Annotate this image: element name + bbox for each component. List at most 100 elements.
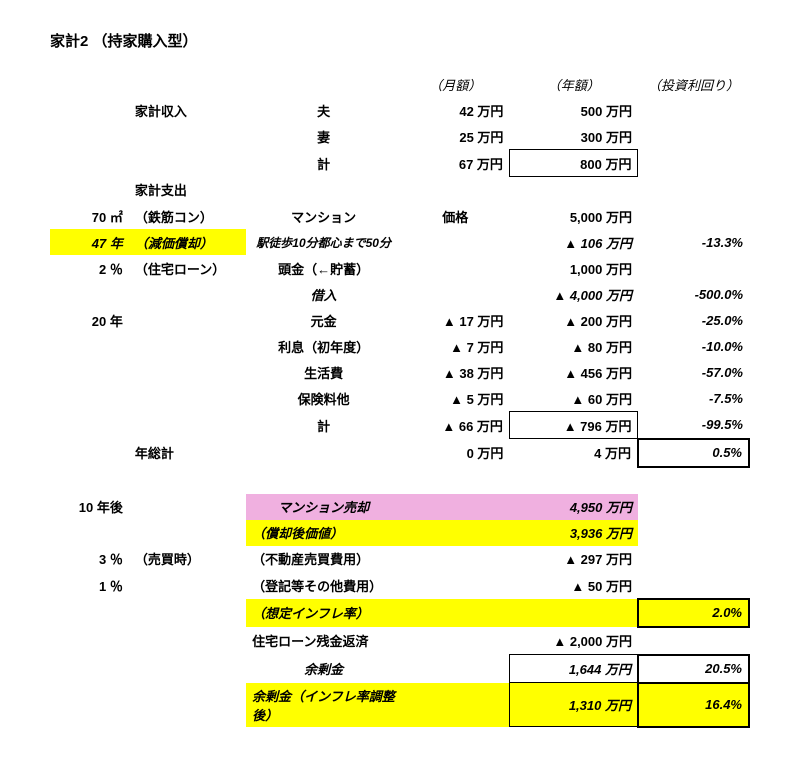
principal-yield: -25.0% bbox=[638, 307, 749, 333]
row-inflation: （想定インフレ率） 2.0% bbox=[50, 599, 749, 627]
exp-total-year: ▲ 796 万円 bbox=[509, 412, 638, 439]
income-row-total: 計 67 万円 800 万円 bbox=[50, 150, 749, 177]
income-total-year: 800 万円 bbox=[509, 150, 638, 177]
living-yield: -57.0% bbox=[638, 359, 749, 385]
term-val: 20 年 bbox=[50, 307, 129, 333]
after-deprec-year: 3,936 万円 bbox=[509, 520, 638, 546]
surplus-yield: 20.5% bbox=[638, 655, 749, 683]
header-year: （年額） bbox=[509, 71, 638, 97]
downpayment-year: 1,000 万円 bbox=[509, 255, 638, 281]
income-row-2: 妻 25 万円 300 万円 bbox=[50, 123, 749, 150]
after-deprec-label: （償却後価値） bbox=[246, 520, 401, 546]
area-val: 70 ㎡ bbox=[50, 203, 129, 229]
surplus-adj-yield: 16.4% bbox=[638, 683, 749, 727]
husband-month: 42 万円 bbox=[401, 97, 509, 123]
mansion-label: マンション bbox=[246, 203, 401, 229]
loan-yield: -500.0% bbox=[638, 281, 749, 307]
income-label: 家計収入 bbox=[129, 97, 246, 123]
expense-label: 家計支出 bbox=[129, 177, 246, 204]
living-label: 生活費 bbox=[246, 359, 401, 385]
row-after-deprec: （償却後価値） 3,936 万円 bbox=[50, 520, 749, 546]
annual-month: 0 万円 bbox=[401, 439, 509, 467]
living-year: ▲ 456 万円 bbox=[509, 359, 638, 385]
household-table: （月額） （年額） （投資利回り） 家計収入 夫 42 万円 500 万円 妻 … bbox=[50, 71, 750, 728]
sale-label: マンション売却 bbox=[246, 494, 401, 520]
interest-label: 利息（初年度） bbox=[246, 333, 401, 359]
wife-month: 25 万円 bbox=[401, 123, 509, 150]
income-total-label: 計 bbox=[246, 150, 401, 177]
expense-label-row: 家計支出 bbox=[50, 177, 749, 204]
principal-year: ▲ 200 万円 bbox=[509, 307, 638, 333]
interest-yield: -10.0% bbox=[638, 333, 749, 359]
wife-year: 300 万円 bbox=[509, 123, 638, 150]
insurance-label: 保険料他 bbox=[246, 385, 401, 412]
living-month: ▲ 38 万円 bbox=[401, 359, 509, 385]
selling-cost-label: （不動産売買費用） bbox=[246, 546, 401, 572]
reg-cost-label: （登記等その他費用） bbox=[246, 572, 401, 599]
loan-rate-val: 2 ％ bbox=[50, 255, 129, 281]
row-selling-cost: 3 ％ （売買時） （不動産売買費用） ▲ 297 万円 bbox=[50, 546, 749, 572]
downpayment-label: 頭金（←貯蓄） bbox=[246, 255, 401, 281]
deprec-yield: -13.3% bbox=[638, 229, 749, 255]
row-loan-balance: 住宅ローン残金返済 ▲ 2,000 万円 bbox=[50, 627, 749, 655]
row-interest: 利息（初年度） ▲ 7 万円 ▲ 80 万円 -10.0% bbox=[50, 333, 749, 359]
principal-label: 元金 bbox=[246, 307, 401, 333]
surplus-adj-year: 1,310 万円 bbox=[509, 683, 638, 727]
annual-label: 年総計 bbox=[129, 439, 246, 467]
mansion-price: 5,000 万円 bbox=[509, 203, 638, 229]
sell-pct-val: 3 ％ bbox=[50, 546, 129, 572]
interest-year: ▲ 80 万円 bbox=[509, 333, 638, 359]
row-insurance: 保険料他 ▲ 5 万円 ▲ 60 万円 -7.5% bbox=[50, 385, 749, 412]
annual-year: 4 万円 bbox=[509, 439, 638, 467]
area-note: （鉄筋コン） bbox=[129, 203, 246, 229]
reg-pct-val: 1 ％ bbox=[50, 572, 129, 599]
annual-yield: 0.5% bbox=[638, 439, 749, 467]
deprec-note: （減価償却） bbox=[129, 229, 246, 255]
row-surplus-adj: 余剰金（インフレ率調整後） 1,310 万円 16.4% bbox=[50, 683, 749, 727]
row-downpayment: 2 ％ （住宅ローン） 頭金（←貯蓄） 1,000 万円 bbox=[50, 255, 749, 281]
inflation-yield: 2.0% bbox=[638, 599, 749, 627]
insurance-month: ▲ 5 万円 bbox=[401, 385, 509, 412]
exp-total-label: 計 bbox=[246, 412, 401, 439]
header-row: （月額） （年額） （投資利回り） bbox=[50, 71, 749, 97]
loan-year: ▲ 4,000 万円 bbox=[509, 281, 638, 307]
station-note: 駅徒歩10分都心まで50分 bbox=[246, 229, 401, 255]
wife-label: 妻 bbox=[246, 123, 401, 150]
future-label: 10 年後 bbox=[50, 494, 129, 520]
row-principal: 20 年 元金 ▲ 17 万円 ▲ 200 万円 -25.0% bbox=[50, 307, 749, 333]
row-annual-total: 年総計 0 万円 4 万円 0.5% bbox=[50, 439, 749, 467]
row-loan: 借入 ▲ 4,000 万円 -500.0% bbox=[50, 281, 749, 307]
sale-year: 4,950 万円 bbox=[509, 494, 638, 520]
row-reg-cost: 1 ％ （登記等その他費用） ▲ 50 万円 bbox=[50, 572, 749, 599]
deprec-year: ▲ 106 万円 bbox=[509, 229, 638, 255]
surplus-adj-label: 余剰金（インフレ率調整後） bbox=[246, 683, 401, 727]
loan-label: 借入 bbox=[246, 281, 401, 307]
header-month: （月額） bbox=[401, 71, 509, 97]
surplus-year: 1,644 万円 bbox=[509, 655, 638, 683]
row-expense-total: 計 ▲ 66 万円 ▲ 796 万円 -99.5% bbox=[50, 412, 749, 439]
husband-year: 500 万円 bbox=[509, 97, 638, 123]
row-living: 生活費 ▲ 38 万円 ▲ 456 万円 -57.0% bbox=[50, 359, 749, 385]
row-mansion: 70 ㎡ （鉄筋コン） マンション 価格 5,000 万円 bbox=[50, 203, 749, 229]
reg-cost-year: ▲ 50 万円 bbox=[509, 572, 638, 599]
loan-rate-note: （住宅ローン） bbox=[129, 255, 246, 281]
insurance-yield: -7.5% bbox=[638, 385, 749, 412]
sell-pct-note: （売買時） bbox=[129, 546, 246, 572]
exp-total-month: ▲ 66 万円 bbox=[401, 412, 509, 439]
row-surplus: 余剰金 1,644 万円 20.5% bbox=[50, 655, 749, 683]
row-sale: 10 年後 マンション売却 4,950 万円 bbox=[50, 494, 749, 520]
loan-balance-label: 住宅ローン残金返済 bbox=[246, 627, 401, 655]
interest-month: ▲ 7 万円 bbox=[401, 333, 509, 359]
row-depreciation: 47 年 （減価償却） 駅徒歩10分都心まで50分 ▲ 106 万円 -13.3… bbox=[50, 229, 749, 255]
insurance-year: ▲ 60 万円 bbox=[509, 385, 638, 412]
page-title: 家計2 （持家購入型） bbox=[50, 30, 750, 51]
exp-total-yield: -99.5% bbox=[638, 412, 749, 439]
inflation-label: （想定インフレ率） bbox=[246, 599, 401, 627]
principal-month: ▲ 17 万円 bbox=[401, 307, 509, 333]
selling-cost-year: ▲ 297 万円 bbox=[509, 546, 638, 572]
price-label: 価格 bbox=[401, 203, 509, 229]
income-row-1: 家計収入 夫 42 万円 500 万円 bbox=[50, 97, 749, 123]
income-total-month: 67 万円 bbox=[401, 150, 509, 177]
loan-balance-year: ▲ 2,000 万円 bbox=[509, 627, 638, 655]
husband-label: 夫 bbox=[246, 97, 401, 123]
